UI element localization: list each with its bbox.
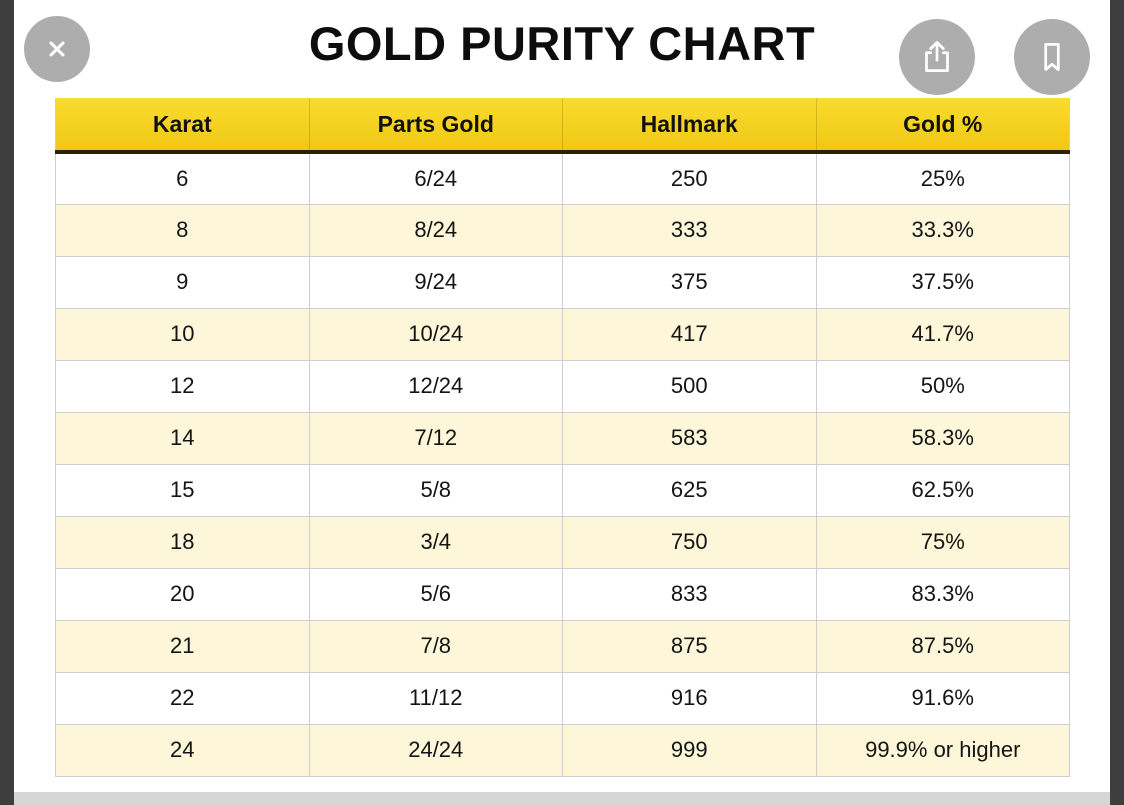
table-row: 14 7/12 583 58.3% bbox=[55, 412, 1070, 465]
table-cell: 583 bbox=[562, 412, 816, 465]
table-cell: 500 bbox=[562, 360, 816, 413]
table-cell: 6 bbox=[55, 152, 309, 205]
table-cell: 3/4 bbox=[308, 516, 563, 569]
table-cell: 22 bbox=[55, 672, 309, 725]
table-cell: 12/24 bbox=[308, 360, 563, 413]
table-cell: 10/24 bbox=[308, 308, 563, 361]
table-cell: 21 bbox=[55, 620, 309, 673]
table-cell: 250 bbox=[562, 152, 816, 205]
table-cell: 58.3% bbox=[815, 412, 1070, 465]
column-header-karat: Karat bbox=[55, 98, 309, 154]
table-cell: 18 bbox=[55, 516, 309, 569]
page-title: GOLD PURITY CHART bbox=[308, 17, 816, 70]
table-cell: 9/24 bbox=[308, 256, 563, 309]
table-row: 18 3/4 750 75% bbox=[55, 516, 1070, 569]
table-body: 6 6/24 250 25% 8 8/24 333 33.3% 9 9/24 375 37.5% 10 1… bbox=[55, 152, 1070, 777]
table-cell: 999 bbox=[562, 724, 816, 777]
table-row: 24 24/24 999 99.9% or higher bbox=[55, 724, 1070, 777]
table-cell: 24 bbox=[55, 724, 309, 777]
table-cell: 7/12 bbox=[308, 412, 563, 465]
column-header-gold-percent: Gold % bbox=[815, 98, 1070, 154]
table-row: 12 12/24 500 50% bbox=[55, 360, 1070, 413]
table-row: 9 9/24 375 37.5% bbox=[55, 256, 1070, 309]
table-cell: 15 bbox=[55, 464, 309, 517]
column-header-hallmark: Hallmark bbox=[562, 98, 816, 154]
table-cell: 24/24 bbox=[308, 724, 563, 777]
table-cell: 50% bbox=[815, 360, 1070, 413]
table-cell: 750 bbox=[562, 516, 816, 569]
column-header-parts-gold: Parts Gold bbox=[308, 98, 563, 154]
table-row: 15 5/8 625 62.5% bbox=[55, 464, 1070, 517]
table-cell: 37.5% bbox=[815, 256, 1070, 309]
table-cell: 12 bbox=[55, 360, 309, 413]
share-icon bbox=[916, 36, 958, 78]
bottom-bar bbox=[14, 792, 1110, 805]
table-cell: 8/24 bbox=[308, 204, 563, 257]
table-cell: 87.5% bbox=[815, 620, 1070, 673]
table-row: 22 11/12 916 91.6% bbox=[55, 672, 1070, 725]
table-cell: 75% bbox=[815, 516, 1070, 569]
table-cell: 875 bbox=[562, 620, 816, 673]
table-cell: 8 bbox=[55, 204, 309, 257]
table-cell: 5/8 bbox=[308, 464, 563, 517]
table-cell: 62.5% bbox=[815, 464, 1070, 517]
table-cell: 20 bbox=[55, 568, 309, 621]
table-cell: 6/24 bbox=[308, 152, 563, 205]
table-cell: 916 bbox=[562, 672, 816, 725]
share-button[interactable] bbox=[899, 19, 975, 95]
table-cell: 25% bbox=[815, 152, 1070, 205]
table-row: 10 10/24 417 41.7% bbox=[55, 308, 1070, 361]
close-button[interactable] bbox=[24, 16, 90, 82]
close-icon bbox=[40, 32, 74, 66]
bookmark-icon bbox=[1031, 36, 1073, 78]
gold-purity-table: Karat Parts Gold Hallmark Gold % 6 6/24 25… bbox=[55, 98, 1070, 777]
table-cell: 11/12 bbox=[308, 672, 563, 725]
table-cell: 375 bbox=[562, 256, 816, 309]
table-row: 6 6/24 250 25% bbox=[55, 152, 1070, 205]
table-cell: 41.7% bbox=[815, 308, 1070, 361]
table-cell: 333 bbox=[562, 204, 816, 257]
right-edge-bar bbox=[1110, 0, 1124, 805]
table-row: 8 8/24 333 33.3% bbox=[55, 204, 1070, 257]
table-row: 21 7/8 875 87.5% bbox=[55, 620, 1070, 673]
table-header-row: Karat Parts Gold Hallmark Gold % bbox=[55, 98, 1070, 154]
table-cell: 9 bbox=[55, 256, 309, 309]
bookmark-button[interactable] bbox=[1014, 19, 1090, 95]
left-edge-bar bbox=[0, 0, 14, 805]
table-cell: 83.3% bbox=[815, 568, 1070, 621]
table-cell: 33.3% bbox=[815, 204, 1070, 257]
table-cell: 10 bbox=[55, 308, 309, 361]
table-cell: 14 bbox=[55, 412, 309, 465]
table-cell: 99.9% or higher bbox=[815, 724, 1070, 777]
table-cell: 91.6% bbox=[815, 672, 1070, 725]
table-row: 20 5/6 833 83.3% bbox=[55, 568, 1070, 621]
table-cell: 417 bbox=[562, 308, 816, 361]
table-cell: 833 bbox=[562, 568, 816, 621]
table-cell: 625 bbox=[562, 464, 816, 517]
table-cell: 7/8 bbox=[308, 620, 563, 673]
table-cell: 5/6 bbox=[308, 568, 563, 621]
